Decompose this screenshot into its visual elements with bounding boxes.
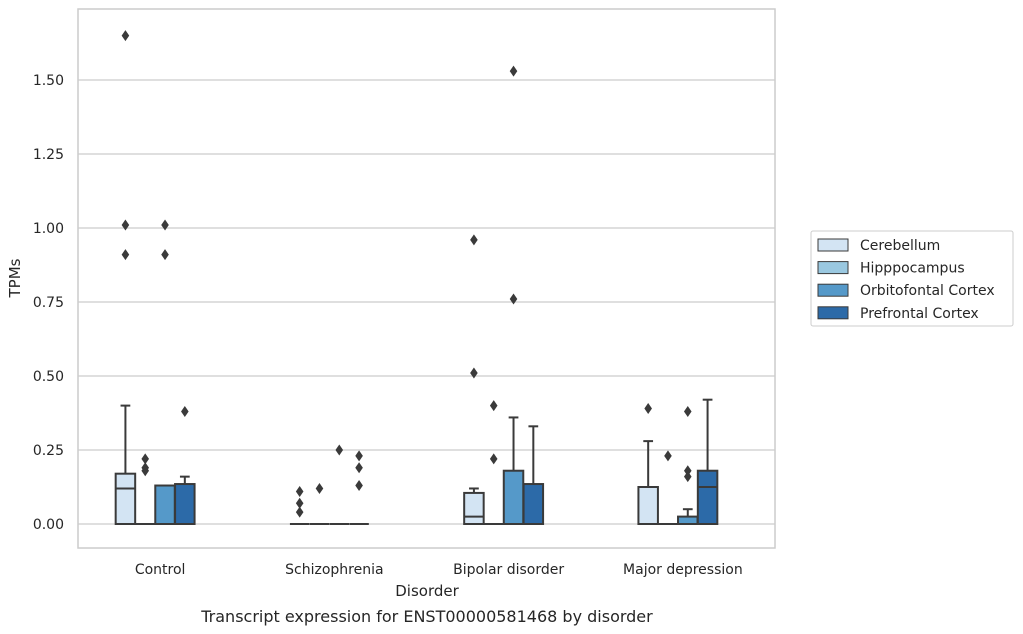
y-tick-labels: 0.00 0.25 0.50 0.75 1.00 1.25 1.50 (33, 73, 64, 533)
gridlines (78, 79, 775, 525)
figure-caption: Transcript expression for ENST0000058146… (200, 607, 653, 626)
box-body (637, 486, 659, 525)
outlier-point (121, 219, 130, 231)
box-prefrontal-cortex-3 (696, 398, 719, 525)
box-prefrontal-cortex-2 (522, 425, 545, 526)
legend-label: Hipppocampus (860, 261, 965, 277)
outlier-point (683, 471, 692, 483)
box-orbitofontal-cortex-0 (154, 219, 176, 525)
y-tick-label: 0.25 (33, 443, 64, 459)
outlier-point (295, 485, 304, 497)
plot-frame (77, 8, 776, 549)
y-tick-label: 1.50 (33, 73, 64, 89)
y-tick-label: 0.00 (33, 517, 64, 533)
outlier-point (161, 249, 169, 261)
box-hipppocampus-1 (309, 482, 330, 525)
box-orbitofontal-cortex-3 (677, 406, 699, 525)
outlier-point (181, 406, 189, 418)
legend-swatch (817, 306, 849, 320)
outlier-point (509, 293, 518, 305)
legend-frame (810, 230, 1014, 327)
box-cerebellum-1 (289, 485, 310, 525)
box-orbitofontal-cortex-1 (329, 444, 350, 525)
x-axis-title: Disorder (395, 582, 459, 600)
legend-label: Cerebellum (860, 238, 940, 254)
box-layer (114, 30, 719, 526)
box-cerebellum-2 (463, 234, 485, 526)
outlier-point (470, 234, 478, 246)
box-hipppocampus-0 (135, 453, 155, 525)
outlier-point (121, 30, 130, 42)
box-body (677, 515, 699, 525)
outlier-point (683, 406, 692, 418)
box-body (696, 469, 719, 525)
legend: Cerebellum Hipppocampus Orbitofontal Corte… (810, 230, 1014, 327)
box-body (502, 469, 525, 525)
legend-swatch (817, 261, 849, 275)
outlier-point (664, 450, 672, 462)
box-prefrontal-cortex-0 (174, 406, 196, 526)
legend-swatch (817, 238, 849, 252)
outlier-point (121, 249, 130, 261)
legend-swatch (817, 283, 849, 297)
box-body (114, 472, 137, 525)
outlier-point (335, 444, 344, 456)
legend-label: Prefrontal Cortex (860, 306, 979, 322)
outlier-point (161, 219, 169, 231)
outlier-point (355, 480, 363, 492)
outlier-point (141, 453, 150, 465)
box-hipppocampus-3 (658, 450, 678, 525)
x-tick-labels: Control Schizophrenia Bipolar disorder Majo… (135, 562, 743, 578)
x-tick-label: Schizophrenia (285, 562, 383, 578)
box-cerebellum-3 (637, 403, 659, 525)
outlier-point (141, 465, 150, 477)
x-tick-label: Major depression (623, 562, 743, 578)
outlier-point (295, 506, 304, 518)
box-body (522, 483, 545, 526)
outlier-point (489, 453, 498, 465)
outlier-point (355, 462, 363, 474)
y-tick-label: 0.50 (33, 369, 64, 385)
outlier-point (489, 400, 498, 412)
box-hipppocampus-2 (483, 400, 504, 525)
x-tick-label: Control (135, 562, 186, 578)
box-body (174, 483, 196, 526)
outlier-point (644, 403, 652, 415)
outlier-point (355, 450, 363, 462)
y-tick-label: 0.75 (33, 295, 64, 311)
outlier-point (470, 367, 478, 379)
y-tick-label: 1.00 (33, 221, 64, 237)
outlier-point (683, 465, 692, 477)
box-prefrontal-cortex-1 (349, 450, 369, 525)
box-body (463, 491, 485, 526)
outlier-point (315, 482, 324, 494)
legend-label: Orbitofontal Cortex (860, 283, 995, 299)
box-body (154, 484, 176, 525)
y-tick-label: 1.25 (33, 147, 64, 163)
x-tick-label: Bipolar disorder (453, 562, 564, 578)
outlier-point (295, 497, 304, 509)
outlier-point (509, 65, 518, 77)
box-orbitofontal-cortex-2 (502, 65, 525, 525)
y-axis-title: TPMs (6, 258, 24, 298)
box-cerebellum-0 (114, 30, 137, 525)
